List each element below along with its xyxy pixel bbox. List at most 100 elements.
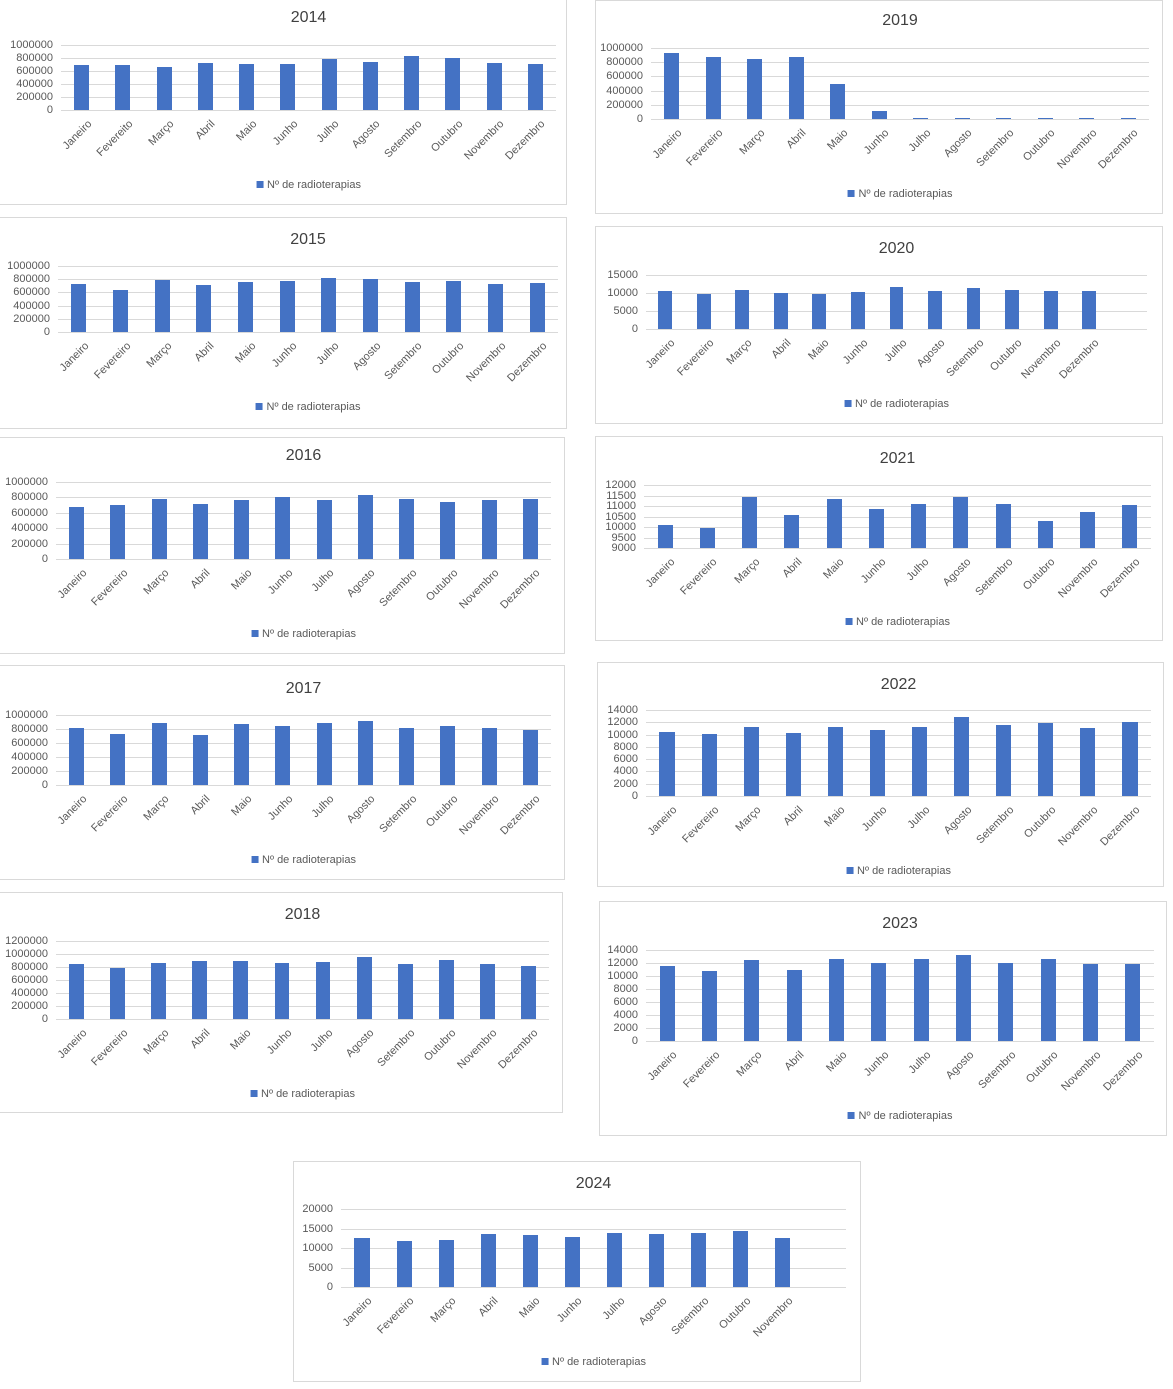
x-tick-label: Agosto (345, 567, 378, 600)
gridline (651, 48, 1149, 49)
bar-Janeiro (69, 728, 85, 785)
y-tick-label: 2000 (613, 1022, 638, 1034)
bar-Agosto (649, 1233, 665, 1287)
bar-Maio (234, 499, 250, 559)
x-tick-label: Novembro (463, 340, 508, 385)
x-tick-label: Setembro (376, 567, 420, 610)
y-tick-label: 200000 (606, 98, 643, 111)
bar-Janeiro (664, 53, 680, 119)
legend-swatch (256, 181, 264, 188)
x-tick-label: Julho (881, 337, 909, 365)
x-tick-label: Fevereiro (89, 567, 131, 609)
legend-label: Nº de radioterapias (262, 628, 356, 640)
bar-Junho (275, 497, 291, 559)
y-tick-label: 800000 (16, 52, 53, 64)
bar-Outubro (446, 280, 462, 332)
legend-swatch (845, 618, 853, 625)
bar-Abril (785, 732, 801, 796)
x-tick-label: Maio (228, 1027, 254, 1053)
bar-Setembro (996, 118, 1012, 119)
legend-label: Nº de radioterapias (858, 1110, 953, 1122)
x-tick-label: Outubro (1021, 556, 1058, 593)
y-tick-label: 12000 (607, 716, 638, 729)
x-tick-label: Janeiro (57, 340, 92, 374)
x-tick-label: Agosto (345, 793, 378, 826)
y-tick-label: 8000 (613, 983, 638, 995)
bar-Abril (192, 503, 208, 559)
y-tick-label: 800000 (11, 723, 48, 735)
bar-Janeiro (657, 524, 673, 548)
bar-Maio (239, 63, 255, 110)
bar-Março (747, 59, 763, 119)
bar-Maio (522, 1235, 538, 1287)
x-tick-label: Novembro (750, 1295, 796, 1340)
legend-label: Nº de radioterapias (858, 188, 953, 200)
y-tick-label: 600000 (11, 737, 48, 749)
chart-2017: 2017 0 200000 400000 600000 800000 1000000 Jane… (0, 665, 565, 880)
y-tick-label: 9500 (611, 531, 636, 544)
bar-Maio (830, 84, 846, 119)
x-tick-label: Janeiro (643, 337, 678, 371)
gridline (56, 1006, 549, 1007)
chart-title: 2020 (878, 240, 915, 257)
gridline (644, 495, 1151, 497)
bar-Julho (316, 500, 332, 559)
bar-Fevereiro (110, 968, 125, 1019)
bar-Junho (275, 726, 291, 785)
x-tick-label: Janeiro (55, 1027, 90, 1061)
x-tick-label: Fevereiro (680, 804, 722, 846)
x-tick-label: Janeiro (650, 127, 685, 161)
y-tick-label: 400000 (13, 299, 50, 312)
bar-Outubro (1038, 722, 1054, 796)
bar-Abril (480, 1233, 496, 1287)
gridline (56, 512, 551, 514)
legend-label: Nº de radioterapias (262, 854, 356, 866)
x-tick-label: Janeiro (645, 1049, 680, 1083)
gridline (646, 746, 1151, 748)
chart-2020: 2020 0 5000 10000 15000 Janeiro Fevereiro Março… (595, 226, 1163, 424)
x-tick-label: Outubro (428, 118, 466, 155)
x-tick-label: Fevereiro (375, 1295, 417, 1337)
bar-Outubro (438, 959, 454, 1019)
x-tick-label: Dezembro (498, 793, 543, 838)
bar-Abril (773, 293, 788, 329)
bar-Outubro (440, 725, 456, 785)
x-tick-label: Abril (188, 1027, 213, 1052)
gridline (56, 785, 551, 786)
chart-2021: 2021 9000 9500 10000 10500 11000 11500 12000 Jan… (595, 436, 1163, 641)
x-tick-label: Agosto (942, 127, 975, 160)
bar-Agosto (357, 494, 373, 559)
x-tick-label: Junho (270, 118, 301, 148)
y-tick-label: 6000 (613, 996, 638, 1008)
x-tick-label: Julho (599, 1295, 628, 1323)
bar-Dezembro (521, 966, 536, 1019)
x-tick-label: Setembro (382, 340, 425, 383)
x-tick-label: Maio (824, 127, 851, 153)
gridline (56, 941, 549, 942)
bar-Fevereiro (701, 733, 717, 796)
x-tick-label: Março (724, 337, 755, 368)
bar-Novembro (1043, 291, 1058, 329)
x-tick-label: Novembro (462, 118, 507, 163)
bar-Abril (196, 284, 212, 332)
x-tick-label: Fevereiro (91, 340, 133, 382)
x-tick-label: Dezembro (1100, 1049, 1146, 1094)
bar-Agosto (928, 291, 942, 329)
gridline (646, 759, 1151, 761)
y-tick-label: 0 (46, 104, 53, 116)
gridline (61, 84, 556, 85)
bar-Janeiro (658, 291, 673, 329)
bar-Junho (869, 730, 886, 796)
bar-Dezembro (527, 63, 543, 110)
x-tick-label: Dezembro (1096, 127, 1141, 172)
chart-title: 2015 (290, 231, 326, 248)
x-tick-label: Agosto (914, 337, 948, 370)
legend-swatch (844, 400, 852, 407)
x-tick-label: Dezembro (498, 567, 543, 612)
y-tick-label: 800000 (11, 491, 48, 504)
y-tick-label: 600000 (13, 286, 50, 299)
x-tick-label: Setembro (376, 793, 420, 836)
bar-Novembro (481, 728, 497, 785)
x-tick-label: Abril (780, 556, 805, 581)
chart-2018: 2018 0 200000 400000 600000 800000 1000000 1200… (0, 892, 563, 1113)
